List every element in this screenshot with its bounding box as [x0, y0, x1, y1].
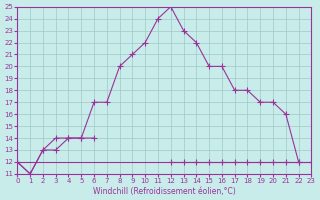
X-axis label: Windchill (Refroidissement éolien,°C): Windchill (Refroidissement éolien,°C) — [93, 187, 236, 196]
